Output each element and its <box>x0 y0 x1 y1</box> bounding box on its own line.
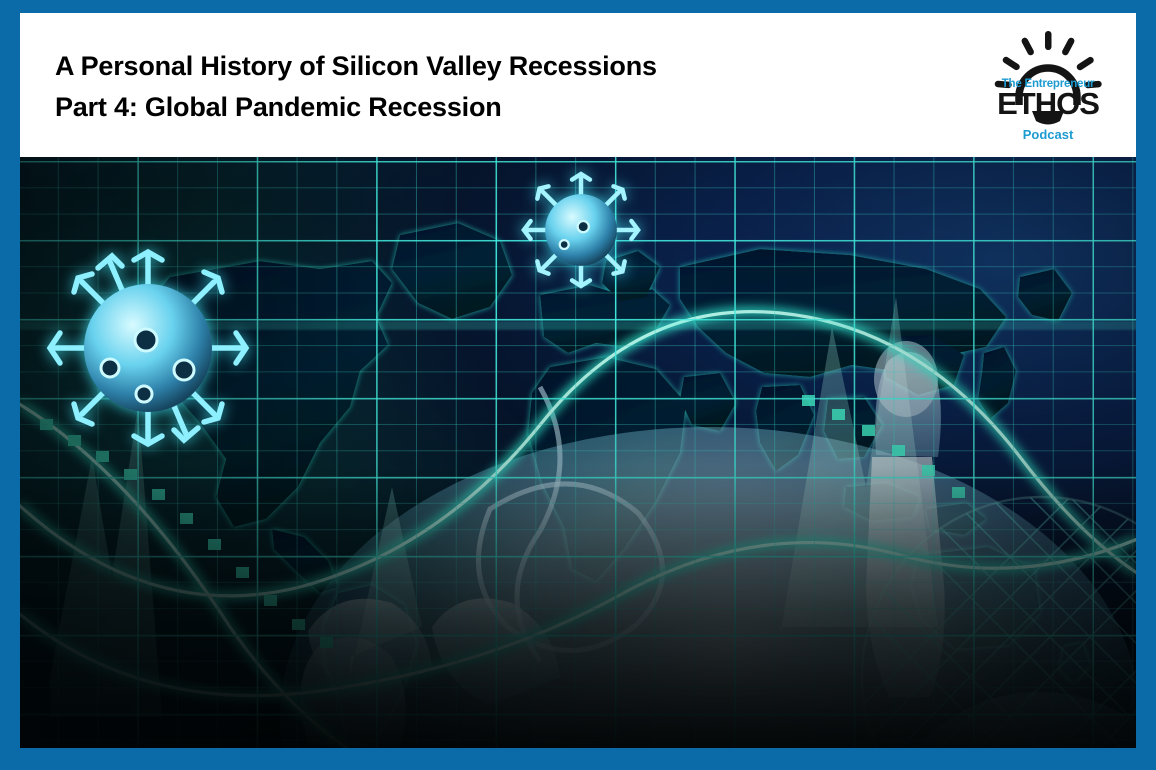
podcast-logo[interactable]: The Entrepreneur ETHOS Podcast <box>988 23 1108 148</box>
title-line-2: Part 4: Global Pandemic Recession <box>55 92 502 122</box>
title-line-1: A Personal History of Silicon Valley Rec… <box>55 50 657 81</box>
hero-image <box>20 157 1136 748</box>
page-title: A Personal History of Silicon Valley Rec… <box>55 48 657 127</box>
coronavirus-particle-top <box>521 171 641 289</box>
header-bar: A Personal History of Silicon Valley Rec… <box>20 13 1136 157</box>
coronavirus-particle-left <box>46 248 250 448</box>
lightbulb-sun-icon <box>994 30 1102 124</box>
logo-text-podcast: Podcast <box>1022 126 1074 142</box>
logo-text-ethos: ETHOS <box>997 85 1100 121</box>
logo-text-top: The Entrepreneur <box>1001 77 1095 90</box>
